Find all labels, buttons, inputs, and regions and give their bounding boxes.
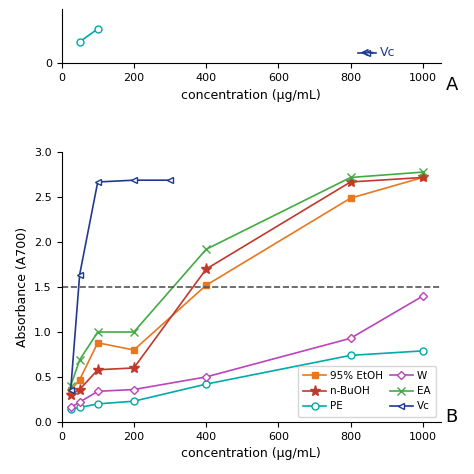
n-BuOH	[68, 392, 73, 398]
W	[420, 293, 426, 299]
Line: 95% EtOH: 95% EtOH	[67, 174, 426, 394]
95% EtOH	[420, 174, 426, 180]
EA	[420, 169, 426, 175]
PE	[203, 381, 209, 387]
95% EtOH	[203, 283, 209, 288]
Legend: 95% EtOH, n-BuOH, PE, W, EA, Vc: 95% EtOH, n-BuOH, PE, W, EA, Vc	[298, 366, 436, 417]
Vc	[68, 388, 73, 393]
EA	[77, 357, 82, 363]
W	[203, 374, 209, 380]
95% EtOH	[77, 377, 82, 383]
95% EtOH	[68, 388, 73, 393]
W	[95, 389, 100, 394]
n-BuOH	[95, 367, 100, 373]
n-BuOH	[131, 365, 137, 371]
n-BuOH	[203, 266, 209, 272]
Vc	[131, 177, 137, 183]
W	[68, 405, 73, 410]
95% EtOH	[131, 347, 137, 353]
X-axis label: concentration (μg/mL): concentration (μg/mL)	[182, 89, 321, 101]
Text: A: A	[446, 76, 458, 94]
Y-axis label: Absorbance (A700): Absorbance (A700)	[16, 227, 28, 347]
n-BuOH	[77, 387, 82, 392]
Line: n-BuOH: n-BuOH	[65, 172, 428, 401]
EA	[131, 329, 137, 335]
X-axis label: concentration (μg/mL): concentration (μg/mL)	[182, 447, 321, 460]
PE	[77, 405, 82, 410]
Line: Vc: Vc	[67, 177, 173, 394]
Text: Vc: Vc	[379, 46, 395, 59]
PE	[95, 401, 100, 407]
W	[77, 399, 82, 405]
Vc	[77, 272, 82, 277]
Vc	[95, 179, 100, 185]
EA	[203, 246, 209, 252]
95% EtOH	[95, 340, 100, 346]
Line: EA: EA	[66, 168, 427, 390]
PE	[348, 353, 354, 358]
PE	[131, 398, 137, 404]
n-BuOH	[420, 174, 426, 180]
W	[348, 336, 354, 341]
W	[131, 387, 137, 392]
n-BuOH	[348, 179, 354, 185]
EA	[68, 383, 73, 389]
EA	[95, 329, 100, 335]
Text: B: B	[446, 408, 458, 426]
PE	[420, 348, 426, 354]
95% EtOH	[348, 195, 354, 201]
Line: W: W	[68, 293, 426, 410]
EA	[348, 174, 354, 180]
Vc	[167, 177, 173, 183]
Line: PE: PE	[67, 347, 426, 413]
PE	[68, 406, 73, 412]
